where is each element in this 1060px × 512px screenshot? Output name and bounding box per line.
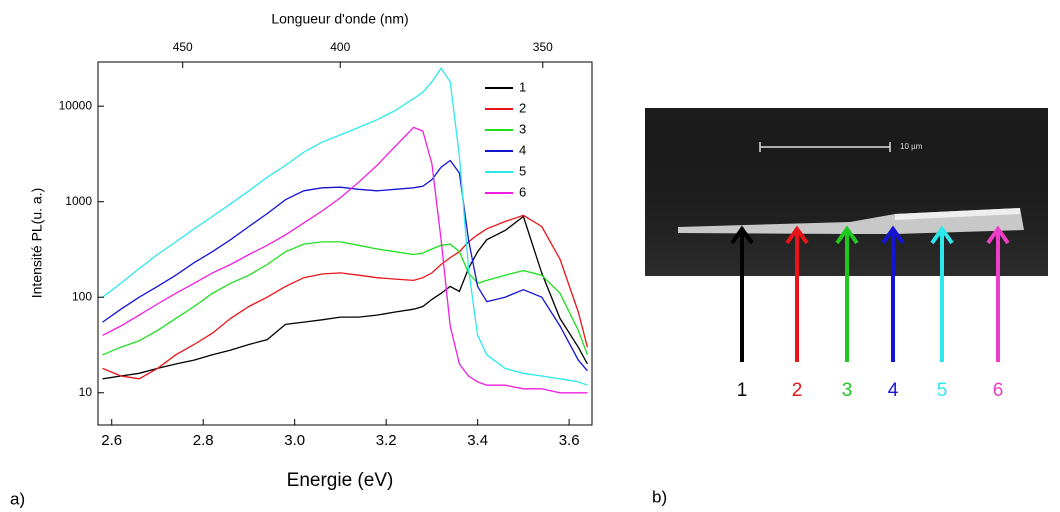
sem-image: 10 µm xyxy=(645,108,1048,276)
plot-lines xyxy=(102,67,589,394)
x2-axis-label: Longueur d'onde (nm) xyxy=(271,11,408,27)
legend-label: 5 xyxy=(519,163,526,178)
x-tick-label: 3.2 xyxy=(376,432,397,449)
x2-tick-label: 350 xyxy=(533,40,553,54)
legend-label: 4 xyxy=(519,142,526,157)
legend-label: 6 xyxy=(519,184,526,199)
series-line xyxy=(102,215,588,380)
x-tick-label: 2.6 xyxy=(101,432,122,449)
series-line xyxy=(102,67,588,386)
y-tick-label: 10 xyxy=(79,385,93,399)
y-axis-label: Intensité PL(u. a.) xyxy=(29,188,45,299)
y-tick-label: 100 xyxy=(72,289,92,303)
marker-label: 1 xyxy=(737,380,748,401)
marker-label: 4 xyxy=(888,380,899,401)
series-line xyxy=(102,126,588,394)
x-tick-label: 3.0 xyxy=(284,432,305,449)
series-line xyxy=(102,241,589,356)
x-tick-label: 2.8 xyxy=(193,432,214,449)
y-tick-label: 1000 xyxy=(65,194,92,208)
legend-label: 2 xyxy=(519,100,526,115)
marker-label: 6 xyxy=(993,380,1004,401)
legend-label: 1 xyxy=(519,79,526,94)
panel-label: a) xyxy=(10,489,25,508)
legend-label: 3 xyxy=(519,121,526,136)
series-line xyxy=(102,214,589,380)
marker-label: 2 xyxy=(792,380,803,401)
marker-label: 3 xyxy=(842,380,853,401)
series-line xyxy=(102,159,588,372)
x-axis-label: Energie (eV) xyxy=(287,470,394,491)
x2-tick-label: 450 xyxy=(173,40,193,54)
marker-arrowhead xyxy=(930,225,954,245)
marker-arrowhead xyxy=(835,225,859,245)
nanowire-highlight xyxy=(895,208,1020,220)
x-tick-label: 3.4 xyxy=(467,432,488,449)
marker-arrowhead xyxy=(881,225,905,245)
marker-label: 5 xyxy=(937,380,948,401)
panel-label: b) xyxy=(652,487,667,506)
x-tick-label: 3.6 xyxy=(559,432,580,449)
marker-arrowhead xyxy=(785,225,809,245)
scale-label: 10 µm xyxy=(900,142,923,151)
plot-frame xyxy=(97,61,593,426)
y-tick-label: 10000 xyxy=(59,98,93,112)
marker-arrowhead xyxy=(986,225,1010,245)
x2-tick-label: 400 xyxy=(330,40,350,54)
marker-arrowhead xyxy=(730,225,754,245)
